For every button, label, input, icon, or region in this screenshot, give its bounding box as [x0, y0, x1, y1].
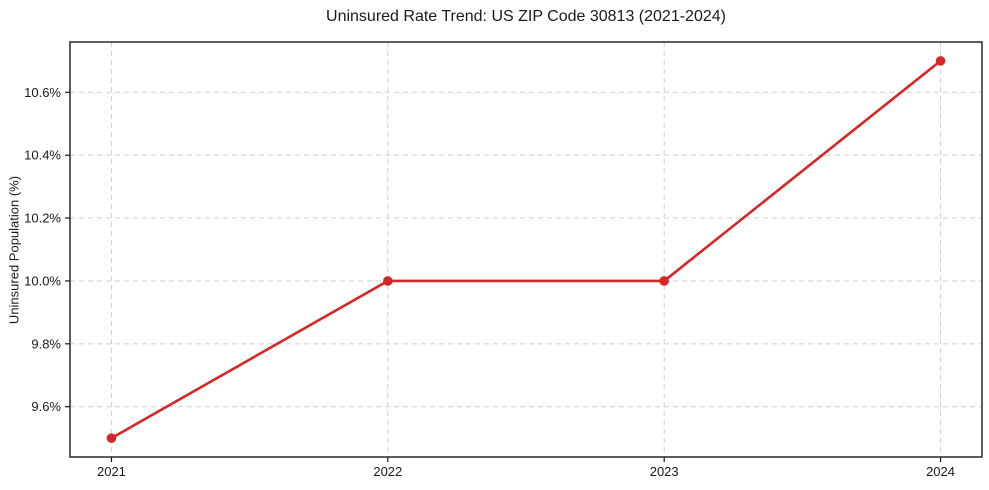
y-tick-label: 10.4%: [24, 148, 61, 163]
y-tick-label: 10.2%: [24, 211, 61, 226]
trend-line: [110, 59, 942, 440]
y-tick-label: 9.8%: [31, 336, 61, 351]
y-tick-label: 10.0%: [24, 273, 61, 288]
data-point: [106, 433, 117, 443]
data-point: [935, 56, 946, 66]
y-axis-label: Uninsured Population (%): [6, 175, 22, 325]
chart-title: Uninsured Rate Trend: US ZIP Code 30813 …: [326, 8, 726, 25]
y-tick-label: 9.6%: [31, 399, 61, 414]
data-point: [383, 276, 393, 286]
y-tick-label: 10.6%: [24, 85, 61, 100]
plot-border: [69, 41, 983, 458]
x-tick-label: 2024: [926, 464, 955, 479]
x-tick-label: 2023: [650, 464, 679, 479]
data-point: [659, 276, 669, 286]
x-tick-label: 2022: [373, 464, 402, 479]
x-tick-label: 2021: [97, 464, 126, 479]
